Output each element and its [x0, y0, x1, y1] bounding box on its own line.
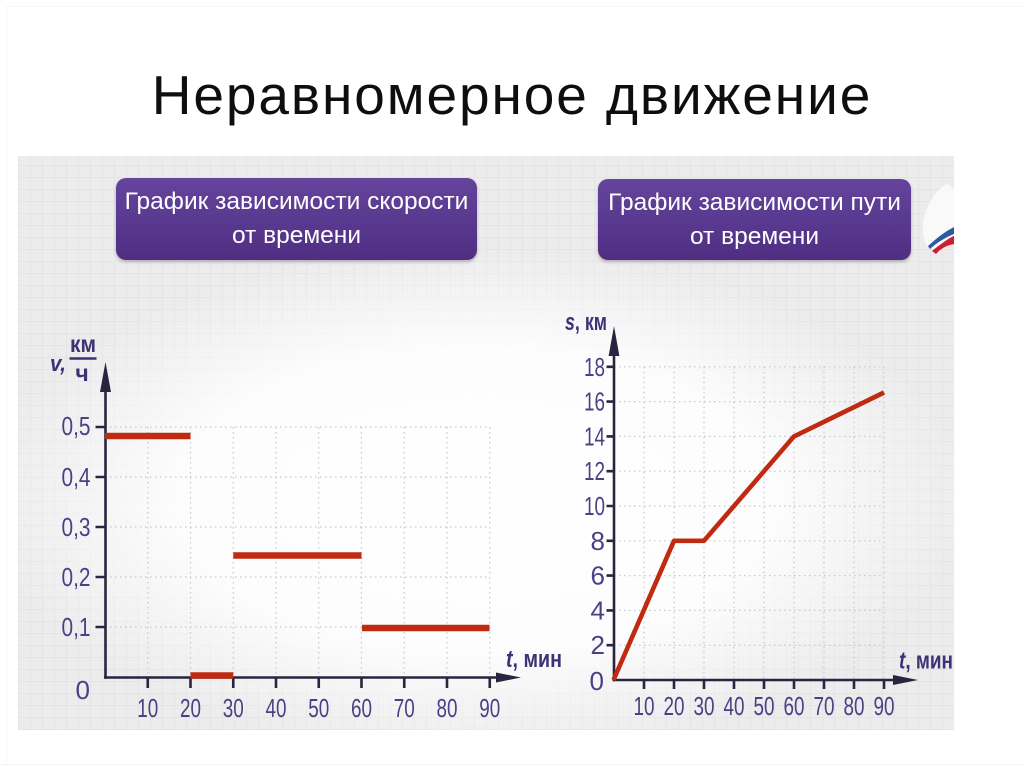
svg-text:12: 12: [584, 456, 605, 486]
svg-text:60: 60: [784, 691, 805, 721]
svg-text:0: 0: [76, 675, 90, 705]
svg-text:90: 90: [479, 693, 500, 723]
svg-text:10: 10: [584, 491, 605, 521]
svg-text:0,4: 0,4: [62, 462, 91, 492]
svg-text:50: 50: [308, 693, 329, 723]
svg-text:v,: v,: [50, 351, 66, 376]
svg-text:70: 70: [814, 691, 835, 721]
svg-text:30: 30: [223, 693, 244, 723]
svg-text:20: 20: [180, 693, 201, 723]
svg-text:10: 10: [137, 693, 158, 723]
svg-text:t, мин: t, мин: [899, 648, 953, 675]
svg-text:ч: ч: [75, 360, 88, 386]
svg-text:80: 80: [437, 693, 458, 723]
svg-text:18: 18: [584, 352, 605, 382]
svg-text:80: 80: [844, 691, 865, 721]
svg-text:0,3: 0,3: [62, 512, 91, 542]
svg-text:14: 14: [584, 421, 605, 451]
svg-text:км: км: [70, 331, 96, 357]
svg-text:s, км: s, км: [565, 309, 607, 336]
svg-text:60: 60: [351, 693, 372, 723]
svg-text:4: 4: [591, 595, 605, 625]
svg-text:16: 16: [584, 387, 605, 417]
svg-text:0,5: 0,5: [62, 411, 91, 441]
svg-text:10: 10: [634, 691, 655, 721]
svg-text:30: 30: [694, 691, 715, 721]
svg-text:0,1: 0,1: [62, 612, 91, 642]
svg-text:8: 8: [591, 526, 605, 556]
svg-text:40: 40: [266, 693, 287, 723]
svg-text:20: 20: [664, 691, 685, 721]
svg-text:50: 50: [754, 691, 775, 721]
svg-text:0: 0: [590, 666, 604, 696]
svg-text:70: 70: [394, 693, 415, 723]
svg-text:0,2: 0,2: [62, 562, 91, 592]
svg-text:90: 90: [874, 691, 895, 721]
svg-text:6: 6: [591, 561, 605, 591]
svg-text:t, мин: t, мин: [506, 646, 562, 673]
svg-text:2: 2: [591, 630, 605, 660]
svg-text:40: 40: [724, 691, 745, 721]
